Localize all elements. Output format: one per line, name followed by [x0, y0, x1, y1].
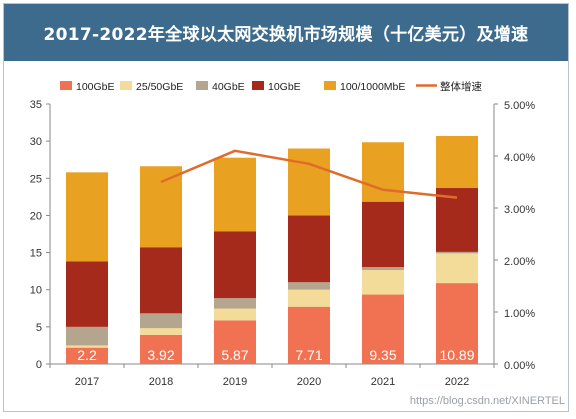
y2-tick-label: 0.00%: [504, 360, 535, 372]
bar-segment-100-1000MbE: [288, 148, 330, 216]
bar-segment-25-50GbE: [66, 345, 108, 348]
y-tick-label: 10: [30, 285, 42, 297]
legend: 100GbE 25/50GbE 40GbE 10GbE 100/1000MbE 整体增速: [60, 80, 482, 93]
bar-segment-100-1000MbE: [214, 157, 256, 232]
legend-swatch: [252, 81, 264, 90]
data-label: 2.2: [77, 347, 97, 363]
growth-line: [160, 149, 458, 199]
bar-segment-25-50GbE: [288, 289, 330, 307]
bar-segment-10GbE: [140, 247, 182, 314]
bar-segment-100GbE: [140, 334, 182, 364]
x-tick-label: 2018: [149, 376, 173, 388]
bar-segment-100GbE: [362, 294, 404, 364]
data-label: 10.89: [439, 347, 474, 363]
bar-segment-40GbE: [362, 267, 404, 271]
legend-label: 100/1000MbE: [340, 81, 405, 93]
bar-segment-10GbE: [362, 201, 404, 268]
bars: [66, 136, 478, 364]
y2-tick-label: 3.00%: [504, 204, 535, 216]
bar-segment-40GbE: [288, 282, 330, 290]
bar-segment-25-50GbE: [214, 308, 256, 321]
bar-segment-10GbE: [66, 261, 108, 327]
y2-tick-label: 4.00%: [504, 152, 535, 164]
x-tick-label: 2017: [75, 376, 99, 388]
legend-swatch: [324, 81, 336, 90]
legend-label: 25/50GbE: [136, 81, 183, 93]
x-tick-label: 2020: [297, 376, 321, 388]
axes: 0 5 10 15 20 25 30 35 0.00% 1.00% 2.00% 3.00% 4.00% 5…: [30, 99, 536, 388]
bar-segment-40GbE: [66, 326, 108, 346]
legend-label: 40GbE: [212, 81, 245, 93]
bar-segment-10GbE: [214, 231, 256, 299]
bar-segment-100-1000MbE: [140, 166, 182, 248]
bar-segment-40GbE: [140, 313, 182, 329]
legend-swatch: [120, 81, 132, 90]
bar-segment-100GbE: [288, 306, 330, 364]
y2-tick-label: 2.00%: [504, 256, 535, 268]
y-tick-label: 25: [30, 173, 42, 185]
x-tick-label: 2022: [445, 376, 469, 388]
bar-segment-100GbE: [66, 347, 108, 364]
bar-segment-25-50GbE: [140, 328, 182, 335]
bar-segment-10GbE: [436, 188, 478, 252]
data-labels: 2.2 3.92 5.87 7.71 9.35 10.89: [77, 347, 474, 363]
bar-segment-100-1000MbE: [66, 172, 108, 262]
bar-segment-40GbE: [214, 298, 256, 309]
bar-segment-40GbE: [436, 251, 478, 254]
y-tick-label: 15: [30, 248, 42, 260]
legend-label: 10GbE: [268, 81, 301, 93]
data-label: 3.92: [147, 347, 174, 363]
legend-label: 100GbE: [76, 81, 115, 93]
bar-segment-10GbE: [288, 215, 330, 283]
x-tick-label: 2019: [223, 376, 247, 388]
y-tick-label: 5: [36, 322, 42, 334]
bar-segment-100-1000MbE: [436, 136, 478, 189]
legend-swatch: [196, 81, 208, 90]
bar-segment-100GbE: [214, 320, 256, 364]
watermark: https://blog.csdn.net/XINERTEL: [410, 395, 565, 407]
bar-segment-100GbE: [436, 283, 478, 364]
data-label: 7.71: [295, 347, 322, 363]
y-tick-label: 35: [30, 99, 42, 111]
y2-tick-label: 5.00%: [504, 100, 535, 112]
bar-segment-25-50GbE: [362, 270, 404, 295]
chart-title: 2017-2022年全球以太网交换机市场规模（十亿美元）及增速: [4, 4, 568, 61]
x-tick-label: 2021: [371, 376, 395, 388]
bar-segment-100-1000MbE: [362, 142, 404, 202]
y-tick-label: 30: [30, 136, 42, 148]
data-label: 5.87: [221, 347, 248, 363]
data-label: 9.35: [369, 347, 396, 363]
legend-swatch: [60, 81, 72, 90]
legend-label: 整体增速: [440, 80, 482, 93]
bar-segment-25-50GbE: [436, 253, 478, 284]
y-tick-label: 20: [30, 210, 42, 222]
y-tick-label: 0: [36, 359, 42, 371]
y2-tick-label: 1.00%: [504, 308, 535, 320]
